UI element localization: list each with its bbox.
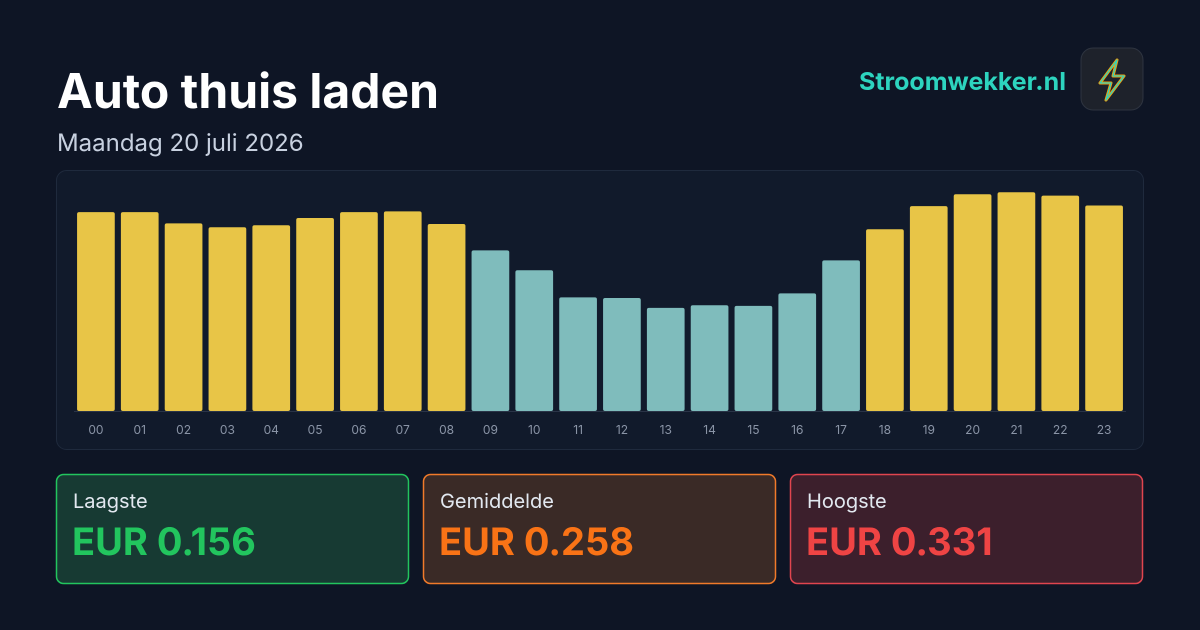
bar bbox=[427, 223, 466, 411]
x-tick-label: 10 bbox=[528, 422, 540, 437]
x-tick-label: 18 bbox=[879, 422, 891, 437]
bolt bbox=[1099, 59, 1125, 101]
bar bbox=[866, 229, 904, 411]
bar bbox=[252, 225, 291, 411]
x-tick-label: 05 bbox=[308, 422, 323, 437]
bar bbox=[471, 250, 510, 411]
x-tick-label: 17 bbox=[835, 422, 847, 437]
x-tick-label: 07 bbox=[396, 422, 410, 437]
bar bbox=[340, 212, 378, 411]
x-tick-label: 13 bbox=[660, 422, 672, 437]
bar bbox=[120, 212, 159, 411]
x-tick-label: 09 bbox=[483, 422, 498, 437]
stat-card bbox=[422, 473, 777, 585]
stat-label: Gemiddelde bbox=[440, 489, 554, 513]
x-tick-label: 20 bbox=[965, 422, 980, 437]
subtitle: Maandag 20 juli 2026 bbox=[57, 128, 304, 157]
stat-label: Hoogste bbox=[807, 489, 887, 513]
stat-value: EUR 0.156 bbox=[72, 519, 256, 565]
bar bbox=[383, 211, 422, 411]
bar bbox=[1085, 205, 1123, 411]
x-tick-label: 22 bbox=[1053, 422, 1068, 437]
bar bbox=[997, 192, 1036, 411]
x-tick-label: 23 bbox=[1097, 422, 1112, 437]
bar bbox=[734, 305, 773, 411]
bar bbox=[208, 227, 247, 411]
brand: Stroomwekker.nl bbox=[859, 67, 1066, 97]
stat-value: EUR 0.331 bbox=[806, 519, 993, 565]
x-tick-label: 04 bbox=[264, 422, 280, 437]
x-tick-label: 15 bbox=[747, 422, 759, 437]
brand-icon bbox=[1080, 47, 1144, 111]
bar bbox=[953, 194, 992, 411]
x-tick-label: 02 bbox=[176, 422, 191, 437]
title: Auto thuis laden bbox=[57, 61, 439, 120]
x-tick-label: 19 bbox=[923, 422, 935, 437]
x-tick-label: 08 bbox=[439, 422, 454, 437]
x-tick-label: 03 bbox=[220, 422, 235, 437]
bar bbox=[646, 307, 685, 411]
x-tick-label: 01 bbox=[134, 422, 146, 437]
stats: Laagste EUR 0.156 Gemiddelde EUR 0.258 Hoogs… bbox=[55, 473, 1144, 585]
x-tick-label: 16 bbox=[791, 422, 803, 437]
bar bbox=[690, 305, 729, 411]
x-tick-label: 11 bbox=[573, 422, 583, 437]
bar bbox=[296, 218, 334, 411]
bar bbox=[559, 297, 597, 411]
bar bbox=[1041, 195, 1080, 411]
stat-card bbox=[55, 473, 410, 585]
bar bbox=[909, 206, 948, 411]
x-tick-label: 12 bbox=[616, 422, 628, 437]
bar bbox=[164, 223, 203, 411]
bar bbox=[603, 298, 641, 411]
stat-value: EUR 0.258 bbox=[439, 519, 634, 565]
bar bbox=[77, 212, 115, 411]
chart: 00 01 02 03 04 05 06 07 08 09 10 11 12 13 14 15 16 17 18 19… bbox=[74, 192, 1126, 437]
x-tick-label: 21 bbox=[1010, 422, 1022, 437]
stat-card bbox=[789, 473, 1144, 585]
bar bbox=[515, 270, 554, 411]
x-tick-label: 06 bbox=[351, 422, 366, 437]
bar bbox=[778, 293, 817, 411]
x-tick-label: 00 bbox=[88, 422, 103, 437]
stat-label: Laagste bbox=[73, 489, 148, 513]
bar bbox=[822, 260, 860, 411]
x-tick-label: 14 bbox=[703, 422, 716, 437]
